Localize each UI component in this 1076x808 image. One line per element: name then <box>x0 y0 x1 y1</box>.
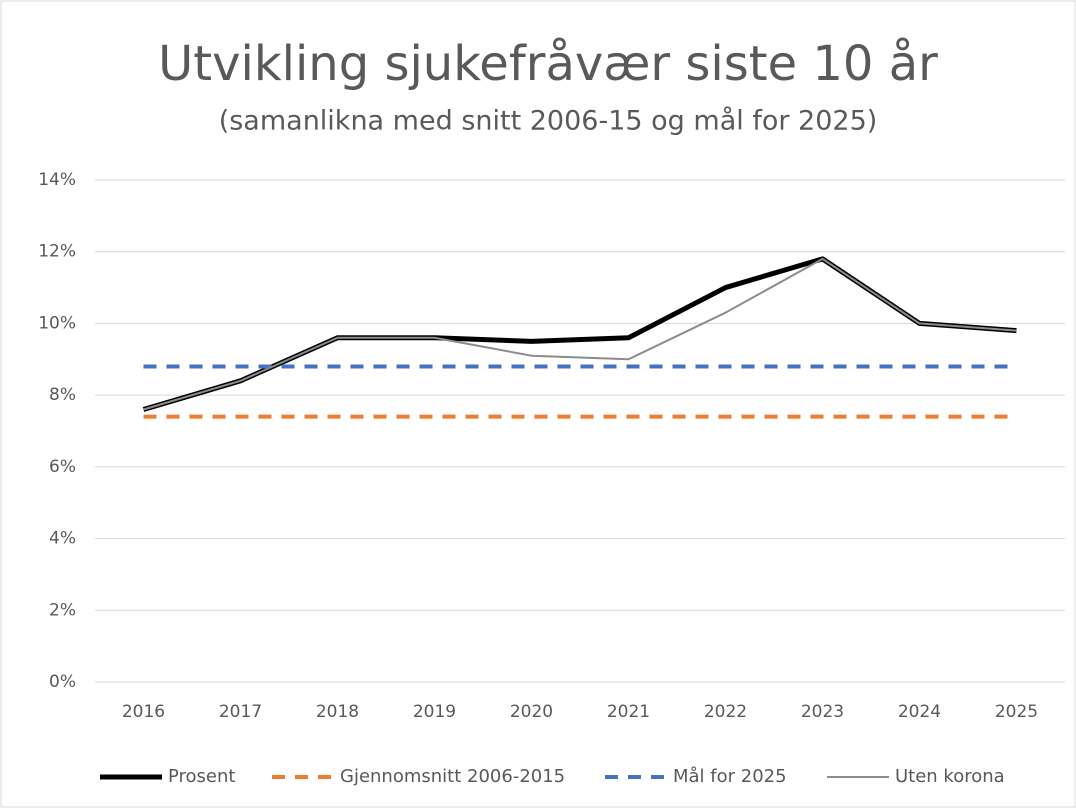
y-tick-label: 12% <box>38 242 76 262</box>
y-tick-label: 8% <box>49 385 76 405</box>
x-tick-label: 2021 <box>607 702 650 722</box>
x-tick-label: 2017 <box>219 702 262 722</box>
y-tick-label: 6% <box>49 457 76 477</box>
series-line <box>143 257 1017 411</box>
x-tick-label: 2018 <box>316 702 359 722</box>
y-tick-label: 10% <box>38 313 76 333</box>
chart-title: Utvikling sjukefråvær siste 10 år <box>158 36 938 92</box>
legend-label: Prosent <box>168 766 235 787</box>
x-tick-label: 2023 <box>801 702 844 722</box>
x-tick-label: 2022 <box>704 702 747 722</box>
x-tick-label: 2016 <box>122 702 165 722</box>
legend-label: Gjennomsnitt 2006-2015 <box>340 766 565 787</box>
y-tick-label: 4% <box>49 529 76 549</box>
chart-subtitle: (samanlikna med snitt 2006-15 og mål for… <box>219 106 878 137</box>
x-tick-label: 2019 <box>413 702 456 722</box>
legend-label: Uten korona <box>895 766 1005 787</box>
y-tick-label: 2% <box>49 600 76 620</box>
x-tick-label: 2020 <box>510 702 553 722</box>
legend-label: Mål for 2025 <box>673 766 787 787</box>
x-tick-label: 2025 <box>995 702 1038 722</box>
y-tick-label: 0% <box>49 672 76 692</box>
x-tick-label: 2024 <box>898 702 941 722</box>
y-tick-label: 14% <box>38 170 76 190</box>
